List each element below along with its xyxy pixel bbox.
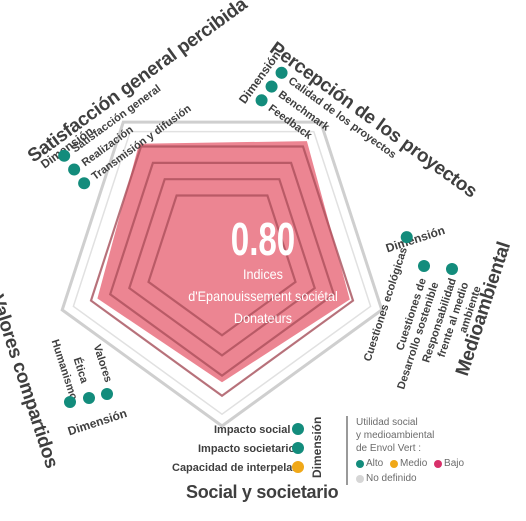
axis-title-social: Social y societario [186,482,339,502]
status-dot-icon [292,423,304,435]
status-dot-icon [398,229,414,245]
radar-web-ring [147,194,297,337]
legend-title-line3: de Envol Vert : [356,443,422,454]
social-item: Capacidad de interpelar [172,462,297,474]
radar-web-ring [89,145,355,398]
legend-levels: Alto Medio Bajo [356,457,526,470]
legend-alto-dot-icon [356,459,364,468]
status-dot-icon [64,396,76,408]
legend-title-line1: Utilidad social [356,417,418,428]
legend-medio-dot-icon [390,459,399,468]
radar-outer-frame-inner [72,130,372,416]
legend-medio-label: Medio [400,458,428,469]
score-label-line1: Indices [243,266,283,282]
legend-bajo-dot-icon [434,459,443,468]
legend-title-line2: y medioambiental [356,430,435,441]
score-value: 0.80 [230,213,296,265]
status-dot-icon [292,461,304,473]
social-item: Impacto societario [198,443,296,455]
legend-undefined-dot-icon [356,474,364,483]
status-dot-icon [446,263,458,275]
legend-undefined-label: No definido [366,473,417,485]
social-item: Impacto social [214,424,291,436]
score-label-line2: d'Epanouissement sociétal [188,288,338,304]
legend: Utilidad social y medioambiental de Envo… [346,416,526,486]
legend-alto-label: Alto [366,458,384,469]
legend-bajo-label: Bajo [444,458,465,469]
legend-undefined: No definido [356,472,526,485]
score-label-line3: Donateurs [233,310,293,326]
radar-web-ring [108,161,336,377]
status-dot-icon [101,388,113,400]
status-dot-icon [292,442,304,454]
status-dot-icon [418,260,430,272]
status-dot-icon [83,392,95,404]
radar-web-ring [128,178,316,357]
dimension-label-social: Dimensión [310,416,324,478]
radar-inner-web [89,145,355,398]
